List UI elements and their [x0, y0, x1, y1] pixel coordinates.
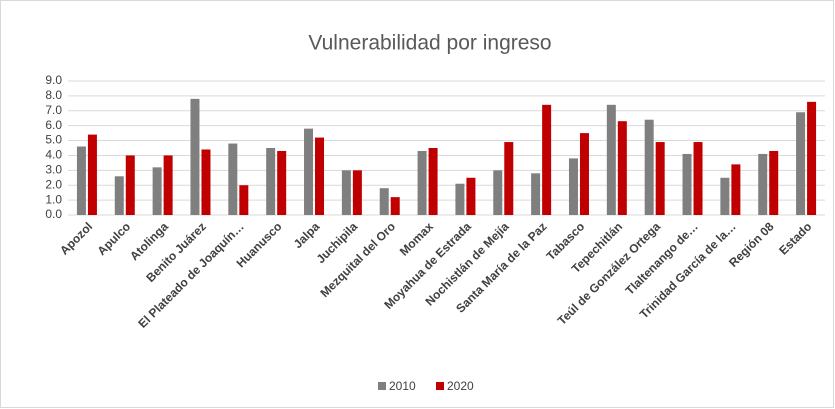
bar [114, 176, 124, 215]
y-tick-label: 3.0 [45, 163, 62, 177]
bar [542, 104, 552, 215]
legend-label: 2020 [447, 379, 474, 393]
y-tick-label: 1.0 [45, 192, 62, 206]
bar [617, 121, 627, 215]
bar [568, 158, 578, 215]
bar [228, 143, 238, 215]
bar [655, 142, 665, 215]
bar [163, 155, 173, 215]
bar [379, 188, 389, 215]
bar [693, 142, 703, 215]
bar [807, 101, 817, 215]
bar [266, 148, 276, 215]
bar [125, 155, 135, 215]
legend-label: 2010 [389, 379, 416, 393]
bar [304, 128, 314, 215]
bar [152, 167, 162, 215]
bar [277, 150, 287, 215]
y-tick-label: 0.0 [45, 207, 62, 221]
bar [731, 164, 741, 215]
legend-swatch [378, 382, 386, 390]
bar [504, 142, 514, 215]
bar [796, 112, 806, 215]
bar [315, 137, 325, 215]
y-tick-label: 5.0 [45, 133, 62, 147]
bar [417, 150, 427, 215]
bar [606, 104, 616, 215]
y-tick-label: 7.0 [45, 103, 62, 117]
y-tick-label: 6.0 [45, 118, 62, 132]
bar [341, 170, 351, 215]
bar [190, 98, 200, 215]
legend-swatch [436, 382, 444, 390]
bar [531, 173, 541, 215]
bar [201, 149, 211, 215]
bar [579, 133, 589, 215]
bar [87, 134, 97, 215]
bar [76, 146, 86, 215]
bar [239, 185, 249, 215]
y-tick-label: 4.0 [45, 148, 62, 162]
bar [769, 150, 779, 215]
bar [428, 148, 438, 215]
bar [493, 170, 503, 215]
bar [390, 197, 400, 215]
bar [466, 177, 476, 215]
bar [758, 153, 768, 215]
chart-title: Vulnerabilidad por ingreso [308, 32, 551, 55]
bar [644, 119, 654, 215]
bar [455, 183, 465, 215]
y-tick-label: 8.0 [45, 88, 62, 102]
bar [682, 153, 692, 215]
y-tick-label: 9.0 [45, 73, 62, 87]
y-tick-label: 2.0 [45, 177, 62, 191]
bar [720, 177, 730, 215]
bar [352, 170, 362, 215]
